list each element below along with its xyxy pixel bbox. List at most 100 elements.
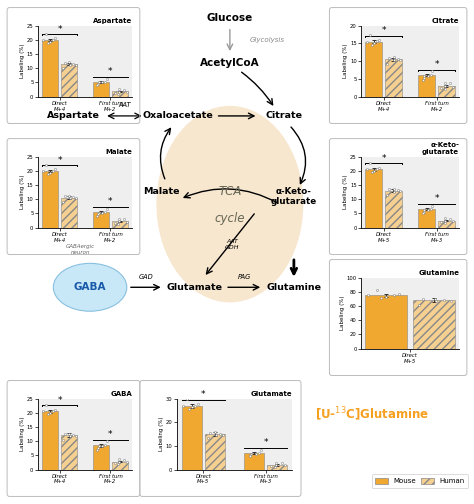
Point [72,195,80,203]
Bar [385,59,402,97]
Point [93,82,101,90]
Point [441,79,449,87]
Bar [61,198,77,228]
Text: Glutamate: Glutamate [251,391,292,397]
Point [204,434,211,442]
Point [397,187,404,196]
Y-axis label: Labeling (%): Labeling (%) [159,417,164,451]
Text: *: * [434,194,439,203]
Point [120,86,128,94]
Point [397,56,404,64]
Point [255,449,263,457]
Y-axis label: Labeling (%): Labeling (%) [19,175,25,209]
Point [69,194,77,202]
Point [61,193,68,201]
Point [43,30,50,38]
Point [65,58,73,67]
Point [46,409,54,417]
Point [247,450,255,458]
Point [385,53,392,61]
Bar [61,64,77,97]
Point [111,219,118,227]
Point [66,60,73,69]
Point [257,446,264,454]
Point [43,401,50,409]
Point [49,407,57,415]
Point [115,85,122,93]
Point [441,296,448,304]
Text: AAT: AAT [118,102,131,108]
Point [51,406,59,414]
Point [123,459,130,467]
Bar [205,434,225,470]
Text: α-Keto-
glutarate: α-Keto- glutarate [271,187,317,206]
Text: *: * [201,390,206,399]
Point [390,185,398,193]
Bar [93,82,109,97]
Point [194,400,201,408]
Text: Aspartate: Aspartate [47,111,100,120]
Point [428,202,436,210]
Point [219,431,227,439]
Point [59,64,67,72]
Point [375,36,383,44]
Point [120,215,128,223]
Point [252,450,259,458]
Point [61,58,68,67]
Point [363,165,370,173]
Text: *: * [57,25,62,34]
Y-axis label: Labeling (%): Labeling (%) [19,44,25,78]
Point [115,460,122,468]
Point [183,395,191,403]
Text: *: * [108,67,113,76]
Point [373,286,380,294]
Text: AcetylCoA: AcetylCoA [200,58,260,68]
Point [65,430,73,438]
Point [441,85,448,93]
Point [115,458,122,466]
Point [120,456,128,464]
Bar [112,221,128,228]
Text: Glutamine: Glutamine [266,283,321,292]
Bar [438,86,455,97]
Point [186,405,193,413]
Point [246,451,254,459]
Point [95,209,103,217]
Point [49,167,57,175]
Point [368,40,376,48]
Point [43,161,50,169]
Point [115,217,122,225]
Point [394,55,401,63]
Bar [244,453,264,470]
Bar [93,446,109,470]
Point [66,195,73,203]
Point [431,294,439,302]
Point [272,459,279,467]
Point [420,208,428,216]
Point [419,295,427,303]
Point [101,442,109,450]
Point [69,431,77,439]
Text: *: * [264,438,268,447]
Point [46,37,54,45]
Point [69,59,77,68]
Point [370,39,378,47]
Point [191,402,199,410]
Point [123,88,130,96]
Text: Citrate: Citrate [266,111,303,120]
Point [59,435,67,444]
Bar [182,406,202,470]
Bar [42,411,58,470]
Point [93,446,101,454]
Point [51,165,59,173]
Point [390,291,397,299]
Point [115,90,122,98]
Text: *: * [382,26,386,35]
Text: Citrate: Citrate [432,18,459,24]
Text: Glucose: Glucose [207,13,253,23]
Text: Malate: Malate [106,149,132,155]
Bar [385,191,402,228]
Point [419,209,427,217]
Bar [112,91,128,97]
Point [95,442,103,450]
